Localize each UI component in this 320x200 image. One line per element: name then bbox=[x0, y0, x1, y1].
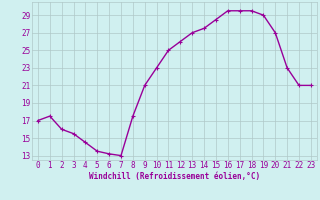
X-axis label: Windchill (Refroidissement éolien,°C): Windchill (Refroidissement éolien,°C) bbox=[89, 172, 260, 181]
